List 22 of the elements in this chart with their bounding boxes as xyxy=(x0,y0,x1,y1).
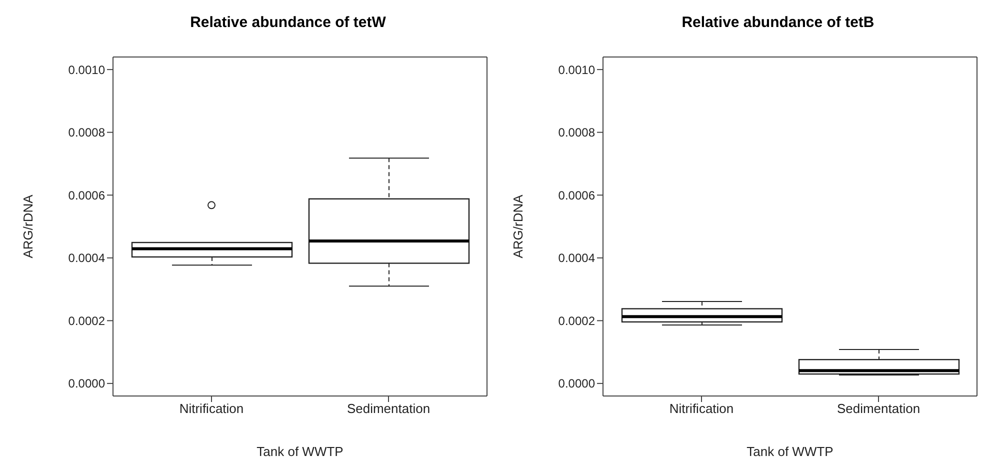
chart-title: Relative abundance of tetB xyxy=(680,13,876,33)
y-tick-label: 0.0000 xyxy=(68,376,106,391)
y-tick-label: 0.0000 xyxy=(558,376,596,391)
y-tick-label: 0.0010 xyxy=(68,62,106,77)
x-axis-title: Tank of WWTP xyxy=(746,444,834,459)
y-tick-label: 0.0002 xyxy=(68,314,106,328)
y-tick-label: 0.0006 xyxy=(558,188,596,202)
y-tick-label: 0.0008 xyxy=(558,126,596,140)
x-tick-label: Nitrification xyxy=(179,401,244,416)
x-tick-label: Sedimentation xyxy=(836,401,920,416)
chart-title: Relative abundance of tetW xyxy=(189,13,387,33)
y-tick-label: 0.0004 xyxy=(558,251,596,266)
y-axis-title: ARG/rDNA xyxy=(20,194,36,258)
y-axis-title: ARG/rDNA xyxy=(510,194,526,258)
y-tick-label: 0.0004 xyxy=(68,251,106,266)
y-tick-label: 0.0010 xyxy=(558,62,596,77)
y-tick-label: 0.0008 xyxy=(68,126,106,140)
y-tick-label: 0.0002 xyxy=(558,314,596,328)
x-tick-label: Nitrification xyxy=(669,401,734,416)
x-tick-label: Sedimentation xyxy=(346,401,430,416)
x-axis-title: Tank of WWTP xyxy=(256,444,344,459)
y-tick-label: 0.0006 xyxy=(68,188,106,202)
